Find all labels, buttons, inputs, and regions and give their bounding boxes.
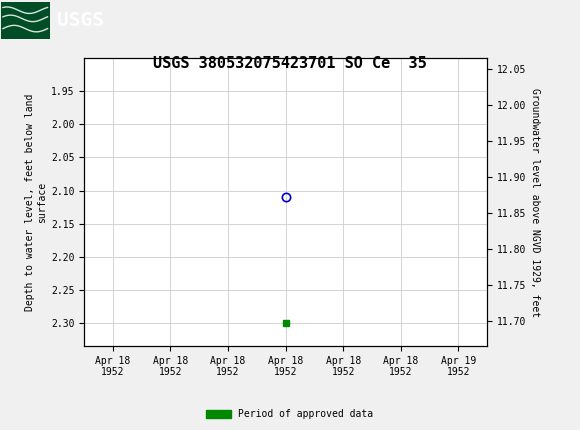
FancyBboxPatch shape [1,2,50,39]
Text: USGS: USGS [57,11,104,30]
Legend: Period of approved data: Period of approved data [202,405,378,423]
Y-axis label: Depth to water level, feet below land
surface: Depth to water level, feet below land su… [25,93,47,311]
Y-axis label: Groundwater level above NGVD 1929, feet: Groundwater level above NGVD 1929, feet [531,88,541,316]
Text: USGS 380532075423701 SO Ce  35: USGS 380532075423701 SO Ce 35 [153,56,427,71]
